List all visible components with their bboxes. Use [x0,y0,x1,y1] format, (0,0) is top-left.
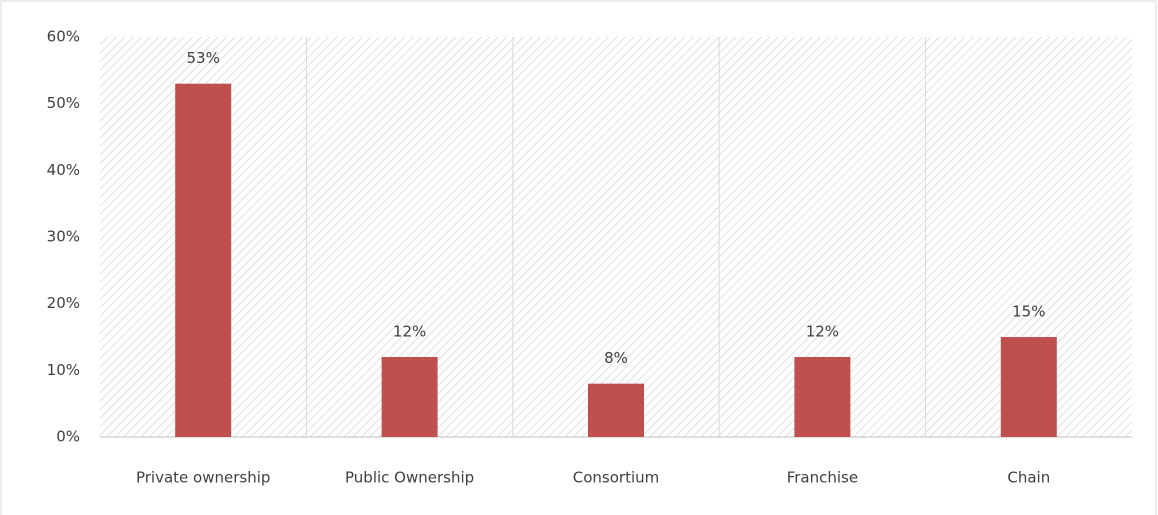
y-tick-label: 0% [56,428,80,446]
x-tick-label: Consortium [573,469,659,487]
bar [175,83,232,438]
data-label: 12% [806,323,839,341]
data-label: 8% [604,349,628,367]
bar [794,357,851,437]
x-tick-label: Chain [1007,469,1050,487]
data-label: 15% [1012,303,1045,321]
x-tick-label: Public Ownership [345,469,474,487]
y-tick-label: 60% [47,28,80,46]
y-tick-label: 20% [47,294,80,312]
data-label: 53% [187,49,220,67]
y-tick-label: 40% [47,161,80,179]
bar [381,357,438,437]
bar [588,383,644,437]
data-label: 12% [393,323,426,341]
x-tick-label: Franchise [787,469,858,487]
plot-area [100,37,1132,437]
x-tick-label: Private ownership [136,469,270,487]
bar [1000,337,1057,437]
y-tick-label: 50% [47,94,80,112]
y-tick-label: 30% [47,228,80,246]
y-tick-label: 10% [47,361,80,379]
